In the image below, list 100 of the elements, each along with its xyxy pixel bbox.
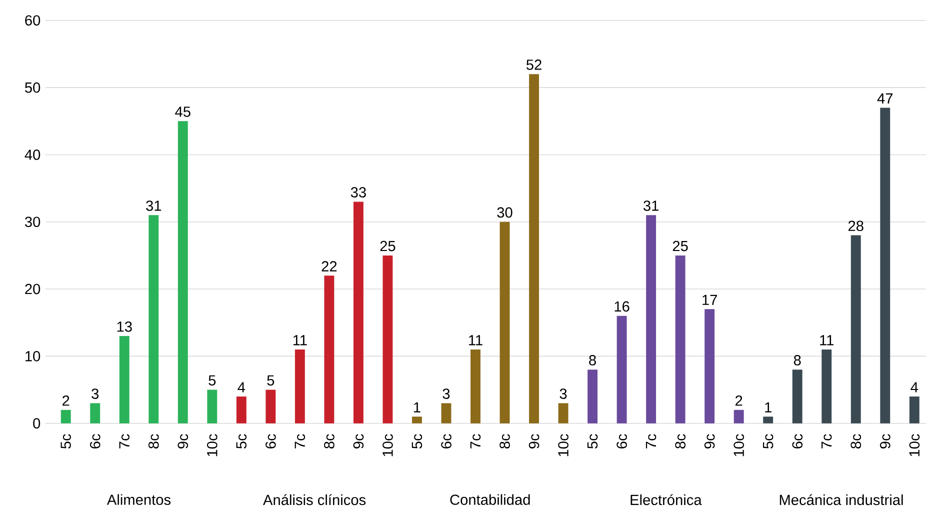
x-tick-label: 6c — [441, 434, 452, 448]
bar — [616, 316, 627, 424]
data-label: 2 — [62, 395, 70, 406]
data-label: 25 — [672, 240, 688, 252]
data-label: 33 — [350, 187, 366, 198]
x-tick-label: 8c — [850, 434, 862, 448]
data-label: 3 — [560, 388, 567, 399]
bar — [412, 416, 422, 424]
x-tick-label: 6c — [90, 434, 100, 448]
x-tick-label: 7c — [470, 434, 481, 448]
bar — [441, 403, 452, 424]
x-tick-label: 9c — [353, 434, 364, 448]
bar — [909, 396, 920, 424]
bar — [60, 410, 71, 424]
text: Electrónica — [630, 494, 702, 506]
text: Alimentos — [106, 494, 171, 505]
x-tick-label: 8c — [148, 434, 159, 448]
bar — [470, 349, 480, 424]
bar — [734, 410, 744, 424]
data-label: 1 — [765, 402, 772, 412]
bar — [119, 336, 130, 424]
data-label: 11 — [293, 335, 307, 346]
x-tick-label: 8c — [324, 434, 334, 448]
bar — [500, 222, 510, 424]
x-tick-label: 6c — [616, 434, 627, 448]
bar — [382, 255, 393, 424]
x-tick-label: 8c — [500, 434, 510, 448]
x-tick-label: 5c — [236, 434, 247, 448]
data-label: 17 — [702, 294, 717, 305]
x-tick-label: 10c — [382, 434, 393, 456]
x-tick-label: 10c — [909, 434, 920, 456]
x-tick-label: 5c — [60, 434, 71, 448]
bar — [675, 255, 686, 424]
x-tick-label: 8c — [675, 434, 686, 448]
bar — [763, 416, 774, 424]
bar — [646, 215, 656, 424]
data-label: 22 — [322, 261, 337, 272]
bar — [178, 121, 188, 424]
data-label: 16 — [614, 301, 630, 312]
x-tick-label: 9c — [178, 434, 188, 448]
bar — [236, 396, 246, 424]
bar — [148, 215, 159, 424]
x-tick-label: 9c — [880, 434, 890, 448]
bar — [207, 390, 218, 424]
data-label: 4 — [238, 382, 246, 392]
data-label: 8 — [589, 354, 596, 366]
x-tick-label: 6c — [266, 434, 276, 448]
bar — [266, 390, 276, 424]
x-tick-label: 7c — [294, 434, 306, 448]
y-tick-label: 20 — [25, 284, 40, 294]
data-label: 11 — [820, 335, 834, 346]
x-tick-label: 10c — [558, 434, 568, 456]
data-label: 5 — [208, 375, 216, 386]
x-tick-label: 9c — [704, 434, 715, 448]
x-tick-label: 7c — [822, 434, 832, 448]
x-tick-label: 7c — [646, 434, 656, 448]
bar — [529, 74, 539, 424]
x-tick-label: 5c — [587, 434, 598, 448]
y-tick-label: 40 — [24, 149, 40, 160]
data-label: 31 — [146, 200, 162, 211]
y-tick-label: 30 — [24, 216, 40, 227]
x-tick-label: 6c — [792, 434, 803, 448]
data-label: 25 — [380, 240, 396, 252]
data-label: 13 — [117, 321, 132, 332]
data-label: 52 — [526, 59, 542, 70]
data-label: 28 — [848, 220, 864, 231]
bar — [294, 349, 305, 424]
x-tick-label: 10c — [734, 434, 744, 456]
text: Mecánica industrial — [780, 494, 903, 506]
data-label: 45 — [175, 106, 190, 117]
bar — [558, 403, 568, 424]
data-label: 2 — [736, 395, 742, 406]
data-label: 11 — [469, 335, 482, 346]
bar — [324, 276, 334, 424]
x-tick-label: 9c — [528, 434, 540, 448]
x-tick-label: 5c — [763, 434, 774, 448]
data-label: 1 — [414, 402, 420, 412]
x-tick-label: 7c — [119, 434, 130, 448]
bar — [704, 309, 715, 424]
data-label: 47 — [877, 93, 893, 104]
bar — [850, 235, 861, 424]
text: Contabilidad — [450, 494, 530, 505]
x-tick-label: 10c — [206, 434, 218, 456]
y-tick-label: 60 — [25, 15, 40, 26]
bar — [588, 370, 598, 424]
x-tick-label: 5c — [412, 434, 422, 448]
data-label: 31 — [643, 200, 658, 211]
y-tick-label: 0 — [33, 418, 40, 428]
data-label: 8 — [794, 354, 801, 366]
bar — [90, 403, 100, 424]
data-label: 30 — [497, 207, 512, 218]
data-label: 5 — [267, 375, 274, 386]
bar — [880, 108, 890, 424]
data-label: 3 — [92, 388, 99, 399]
text: Análisis clínicos — [263, 494, 366, 506]
data-label: 4 — [910, 382, 918, 392]
data-label: 3 — [442, 388, 450, 399]
bar — [822, 349, 832, 424]
y-tick-label: 10 — [26, 350, 40, 362]
bar — [353, 202, 364, 424]
